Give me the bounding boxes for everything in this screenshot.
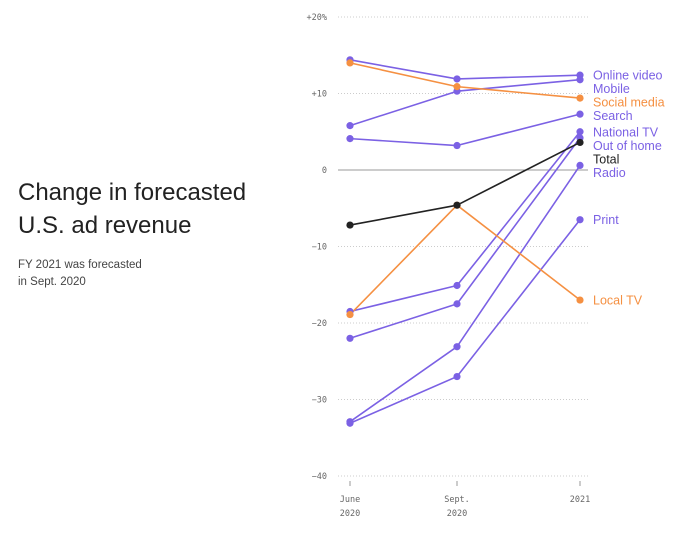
subtitle-line-2: in Sept. 2020 — [18, 276, 86, 288]
series-label-print: Print — [593, 213, 619, 227]
y-tick-label: −30 — [312, 396, 327, 406]
data-point-social-media — [346, 59, 354, 67]
y-tick-label: +10 — [312, 90, 327, 100]
series-label-national-tv: National TV — [593, 125, 659, 139]
x-tick-label: Sept. — [444, 495, 470, 505]
subtitle-line-1: FY 2021 was forecasted — [18, 259, 142, 271]
y-tick-label: −20 — [312, 319, 327, 329]
data-point-total — [453, 201, 461, 209]
y-tick-label: −10 — [312, 243, 327, 253]
x-tick-label-year: 2020 — [447, 509, 467, 519]
series-label-social-media: Social media — [593, 96, 665, 110]
series-label-mobile: Mobile — [593, 82, 630, 96]
data-point-print — [576, 216, 584, 224]
x-tick-label: 2021 — [570, 495, 590, 505]
title-line-1: Change in forecasted — [18, 179, 247, 206]
data-point-radio — [453, 343, 461, 351]
series-line-search — [349, 113, 581, 147]
series-lines — [349, 59, 581, 424]
series-label-local-tv: Local TV — [593, 294, 643, 308]
series-points — [346, 56, 584, 427]
y-tick-label: −40 — [312, 472, 327, 482]
data-point-search — [576, 110, 584, 118]
series-label-search: Search — [593, 109, 633, 123]
x-axis-ticks: June 2020 Sept. 2020 2021 — [340, 481, 590, 519]
data-point-mobile — [576, 76, 584, 84]
series-line-online-video — [349, 59, 581, 80]
series-line-social-media — [349, 62, 581, 99]
data-point-social-media — [453, 83, 461, 91]
series-line-national-tv — [349, 131, 581, 313]
x-tick-label-year: 2020 — [340, 509, 360, 519]
title-line-2: U.S. ad revenue — [18, 212, 192, 239]
gridlines — [338, 16, 588, 477]
data-point-search — [453, 141, 461, 150]
data-point-print — [453, 372, 461, 381]
data-point-total — [576, 138, 584, 147]
series-line-print — [349, 219, 581, 424]
chart-subtitle: FY 2021 was forecasted in Sept. 2020 — [18, 257, 218, 291]
y-tick-label: 0 — [322, 166, 327, 176]
data-point-local-tv — [576, 296, 584, 304]
series-line-local-tv — [349, 204, 581, 316]
data-point-radio — [576, 161, 584, 170]
data-point-mobile — [346, 122, 354, 130]
data-point-national-tv — [453, 281, 461, 290]
data-point-online-video — [453, 75, 461, 83]
data-point-out-of-home — [453, 300, 461, 308]
series-label-online-video: Online video — [593, 69, 663, 83]
series-line-out-of-home — [349, 137, 581, 340]
data-point-total — [346, 221, 354, 229]
data-point-search — [346, 135, 354, 143]
data-point-out-of-home — [346, 334, 354, 342]
series-label-out-of-home: Out of home — [593, 139, 662, 153]
chart-title: Change in forecasted U.S. ad revenue — [18, 176, 288, 242]
data-point-print — [346, 419, 354, 427]
y-tick-label: +20% — [307, 13, 327, 23]
x-tick-label: June — [340, 495, 360, 505]
series-label-total: Total — [593, 152, 619, 166]
series-label-radio: Radio — [593, 166, 626, 180]
y-axis-ticks: +20% +10 0 −10 −20 −30 −40 — [307, 13, 327, 482]
data-point-social-media — [576, 94, 584, 102]
data-point-local-tv — [346, 310, 354, 319]
data-point-national-tv — [576, 128, 584, 136]
